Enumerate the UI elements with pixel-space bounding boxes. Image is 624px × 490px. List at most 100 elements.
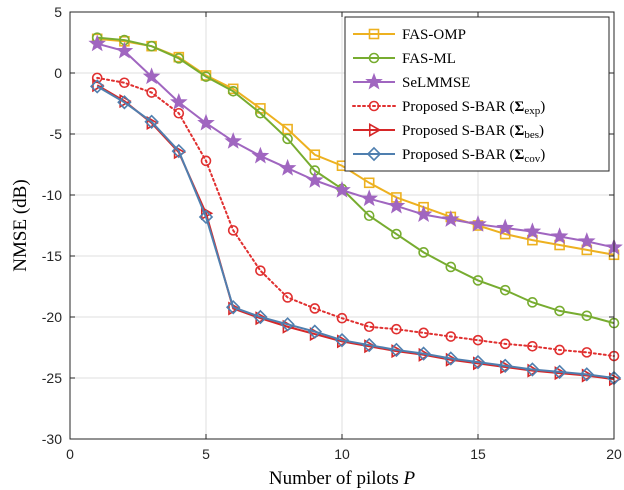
data-point	[389, 342, 404, 358]
x-tick-label: 0	[66, 446, 74, 462]
data-point	[307, 324, 323, 339]
data-point	[554, 344, 565, 356]
data-point	[363, 321, 375, 333]
data-point	[581, 347, 593, 358]
data-point	[334, 332, 350, 348]
data-point	[445, 331, 457, 342]
y-tick-label: -10	[42, 187, 62, 203]
data-point	[144, 114, 159, 130]
data-point	[391, 228, 402, 240]
y-tick-label: -15	[42, 248, 62, 264]
data-point	[470, 354, 486, 370]
data-point	[497, 358, 513, 374]
data-point	[200, 155, 212, 167]
legend-item: FAS-OMP	[353, 27, 466, 43]
data-point	[496, 218, 514, 236]
data-point	[119, 77, 130, 89]
data-point	[282, 133, 293, 145]
series-6	[89, 79, 622, 386]
data-point	[527, 234, 538, 246]
data-point	[227, 86, 239, 97]
x-tick-label: 10	[334, 446, 350, 462]
data-point	[387, 196, 406, 214]
data-point	[280, 317, 295, 332]
data-point	[525, 362, 540, 377]
data-point	[499, 284, 511, 296]
data-point	[578, 232, 596, 249]
data-point	[527, 297, 538, 308]
x-axis-label: Number of pilots P	[269, 468, 416, 489]
series-3	[88, 34, 623, 255]
legend-label: SeLMMSE	[402, 75, 470, 91]
data-point	[368, 28, 380, 40]
data-point	[365, 72, 383, 90]
legend-item: Proposed S-BAR (Σexp)	[352, 99, 545, 117]
data-point	[115, 41, 134, 59]
data-point	[173, 107, 185, 119]
data-point	[550, 227, 569, 244]
data-point	[368, 52, 380, 64]
legend-item: FAS-ML	[353, 51, 456, 67]
x-tick-label: 5	[202, 446, 210, 462]
data-point	[146, 40, 157, 52]
data-point	[418, 327, 429, 339]
data-point	[224, 132, 242, 149]
data-point	[361, 337, 377, 353]
data-point	[171, 143, 187, 159]
data-point	[442, 210, 460, 227]
data-point	[255, 265, 266, 276]
data-point	[554, 239, 565, 251]
data-point	[418, 247, 429, 258]
series-layer	[88, 32, 623, 387]
data-point	[146, 87, 157, 98]
data-point	[227, 225, 239, 236]
legend-label: FAS-ML	[402, 51, 456, 67]
data-point	[333, 180, 351, 198]
data-point	[170, 93, 188, 110]
y-tick-label: -30	[42, 431, 62, 447]
legend-label: Proposed S-BAR (Σbes)	[402, 123, 544, 141]
data-point	[309, 149, 321, 161]
data-point	[278, 158, 297, 176]
data-point	[368, 122, 382, 138]
series-2	[91, 32, 620, 329]
legend-label: FAS-OMP	[402, 27, 466, 43]
data-point	[581, 310, 593, 322]
y-tick-label: 0	[54, 65, 62, 81]
legend-label: Proposed S-BAR (Σexp)	[402, 99, 545, 117]
data-point	[414, 205, 433, 223]
data-point	[255, 107, 266, 119]
data-point	[527, 340, 538, 352]
data-point	[360, 189, 378, 207]
data-point	[368, 100, 380, 112]
data-point	[88, 34, 106, 52]
x-tick-label: 15	[470, 446, 486, 462]
x-tick-label: 20	[606, 446, 622, 462]
legend: FAS-OMP FAS-ML SeLMMSE Proposed S-BAR (Σexp…	[344, 16, 610, 172]
data-point	[251, 146, 270, 164]
tick-layer: 0 5 10 15 20 5 0 -5 -10 -15 -20 -25 -30	[42, 4, 622, 462]
data-point	[173, 53, 185, 64]
data-point	[282, 292, 293, 303]
y-tick-label: -25	[42, 370, 62, 386]
series-line	[96, 76, 615, 358]
data-point	[366, 146, 382, 162]
data-point	[142, 67, 161, 85]
data-point	[117, 95, 132, 110]
data-point	[552, 364, 567, 380]
legend-item: SeLMMSE	[353, 72, 470, 91]
data-point	[443, 351, 459, 366]
data-point	[253, 309, 268, 325]
data-point	[197, 113, 215, 131]
legend-item: Proposed S-BAR (Σbes)	[353, 122, 544, 141]
data-point	[309, 303, 321, 314]
data-point	[200, 71, 212, 82]
data-point	[416, 346, 431, 361]
data-point	[363, 210, 375, 222]
legend-box	[344, 16, 610, 172]
y-axis-label: NMSE (dB)	[10, 179, 31, 271]
data-point	[499, 338, 511, 350]
data-point	[469, 215, 487, 232]
y-tick-label: 5	[54, 4, 62, 20]
